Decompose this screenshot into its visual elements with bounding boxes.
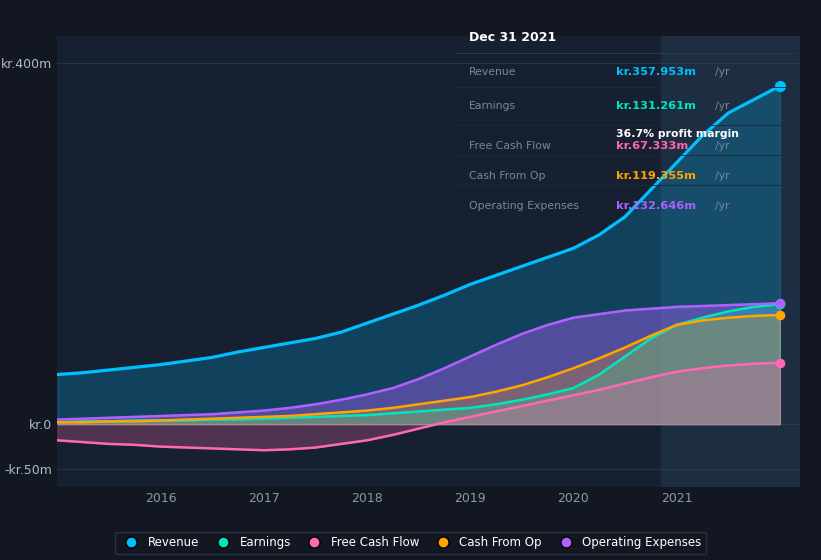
Text: /yr: /yr [714, 101, 729, 111]
Text: kr.131.261m: kr.131.261m [616, 101, 695, 111]
Text: /yr: /yr [714, 67, 729, 77]
Point [773, 299, 787, 308]
Point [773, 82, 787, 91]
Text: kr.357.953m: kr.357.953m [616, 67, 695, 77]
Text: /yr: /yr [714, 200, 729, 211]
Text: Earnings: Earnings [470, 101, 516, 111]
Text: kr.67.333m: kr.67.333m [616, 141, 688, 151]
Text: Cash From Op: Cash From Op [470, 171, 546, 181]
Text: Operating Expenses: Operating Expenses [470, 200, 580, 211]
Text: /yr: /yr [714, 171, 729, 181]
Legend: Revenue, Earnings, Free Cash Flow, Cash From Op, Operating Expenses: Revenue, Earnings, Free Cash Flow, Cash … [115, 531, 706, 554]
Point [773, 310, 787, 319]
Point [773, 358, 787, 367]
Text: Free Cash Flow: Free Cash Flow [470, 141, 551, 151]
Point [773, 300, 787, 309]
Text: kr.119.355m: kr.119.355m [616, 171, 695, 181]
Text: 36.7% profit margin: 36.7% profit margin [616, 129, 739, 139]
Text: kr.132.646m: kr.132.646m [616, 200, 696, 211]
Bar [661, 36, 800, 487]
Text: Revenue: Revenue [470, 67, 516, 77]
Text: Dec 31 2021: Dec 31 2021 [470, 31, 557, 44]
Text: /yr: /yr [714, 141, 729, 151]
